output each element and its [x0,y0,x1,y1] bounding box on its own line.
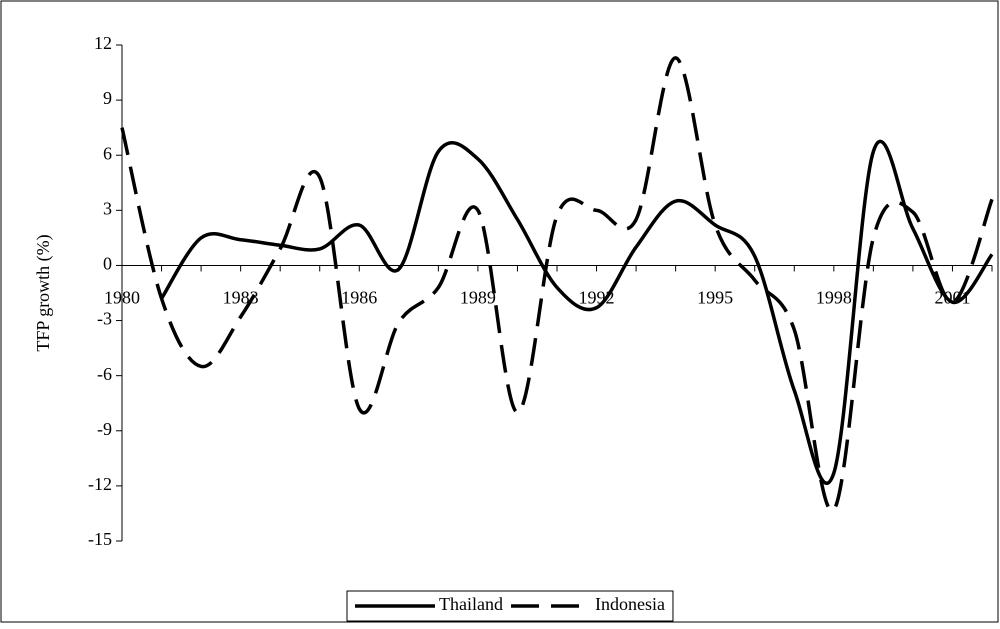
x-tick-label: 1986 [341,288,377,308]
x-tick-label: 1998 [816,288,852,308]
data-line [160,139,994,485]
y-tick-label: -12 [88,474,112,494]
y-tick-label: 0 [103,254,112,274]
y-tick-label: -15 [88,529,112,549]
data-line [120,56,994,513]
y-tick-label: 9 [103,88,112,108]
y-tick-label: 6 [103,143,112,163]
legend-label: Indonesia [595,594,665,614]
y-tick-label: -6 [97,364,112,384]
legend-label: Thailand [439,594,503,614]
x-tick-label: 1995 [697,288,733,308]
y-axis-label: TFP growth (%) [33,234,54,351]
x-tick-label: 1989 [460,288,496,308]
y-tick-label: -3 [97,309,112,329]
y-tick-label: 12 [94,33,112,53]
x-tick-label: 1980 [104,288,140,308]
legend: Thailand Indonesia [346,590,674,622]
legend-box [346,590,674,622]
x-tick-label: 1992 [579,288,615,308]
y-tick-label: -9 [97,419,112,439]
y-tick-label: 3 [103,198,112,218]
